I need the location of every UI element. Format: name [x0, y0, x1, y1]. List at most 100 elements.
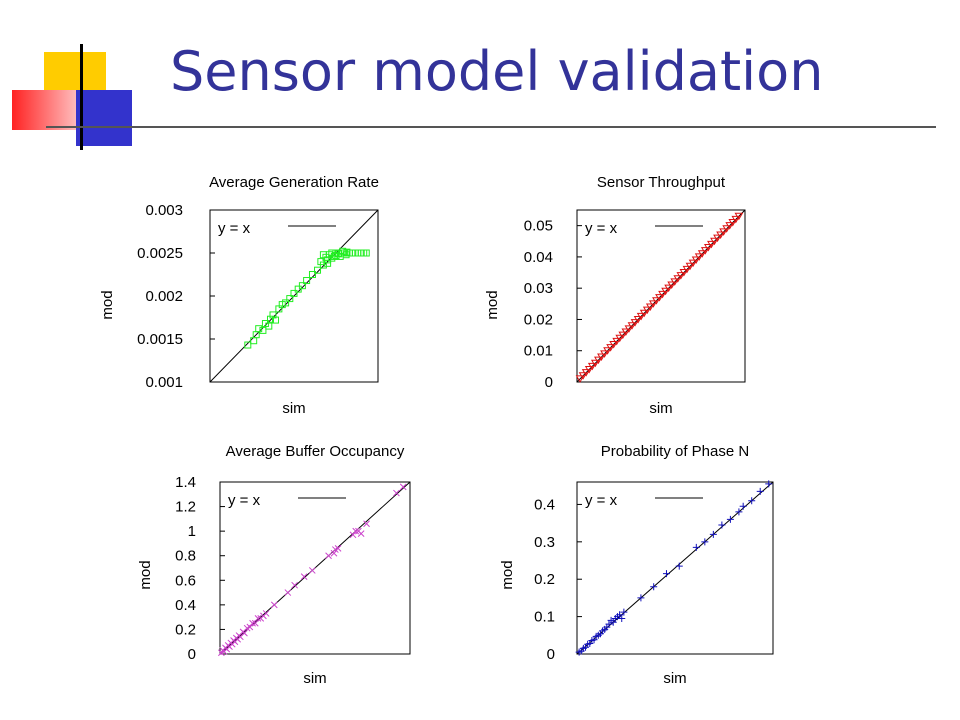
data-point — [697, 250, 707, 258]
y-tick-label: 0.4 — [534, 496, 555, 513]
chart-title: Average Generation Rate — [209, 174, 379, 191]
data-point — [291, 581, 298, 589]
data-point — [618, 331, 628, 340]
data-point — [675, 562, 683, 570]
y-tick-label: 0.05 — [524, 218, 553, 235]
data-point — [255, 325, 263, 333]
data-point — [616, 611, 624, 619]
data-point — [707, 240, 716, 249]
data-point — [756, 487, 764, 495]
data-point — [254, 615, 262, 622]
data-point — [650, 583, 658, 591]
data-point — [578, 372, 588, 380]
data-point — [265, 322, 273, 330]
data-point — [692, 543, 700, 551]
identity-line — [576, 481, 774, 655]
data-point — [685, 262, 695, 271]
data-point — [282, 299, 290, 307]
data-point — [362, 249, 370, 257]
y-tick-label: 1 — [188, 523, 196, 540]
data-point — [703, 244, 713, 252]
legend-label: y = x — [585, 492, 618, 509]
plot-frame — [576, 209, 746, 383]
data-point — [324, 259, 332, 267]
deco-red-square — [12, 90, 76, 130]
data-point — [664, 284, 674, 293]
data-point — [765, 480, 773, 488]
data-point — [284, 589, 292, 596]
x-axis-label: sim — [303, 670, 326, 687]
data-point — [251, 619, 259, 627]
data-point — [575, 375, 585, 383]
data-point — [620, 608, 628, 616]
data-point — [748, 497, 756, 505]
data-point — [734, 212, 744, 221]
data-point — [603, 347, 612, 355]
data-point — [357, 530, 365, 537]
data-point — [615, 334, 625, 343]
data-point — [710, 237, 719, 246]
data-point — [587, 362, 597, 371]
x-axis-label: sim — [663, 670, 686, 687]
y-tick-label: 0.4 — [175, 597, 196, 614]
data-point — [637, 594, 645, 602]
y-axis-label: mod — [99, 290, 116, 319]
data-point — [241, 629, 248, 637]
data-point — [670, 278, 680, 286]
data-point — [648, 300, 658, 308]
data-point — [581, 369, 591, 377]
y-tick-label: 0.02 — [524, 311, 553, 328]
data-point — [694, 253, 704, 261]
data-point — [627, 322, 637, 330]
data-point — [308, 567, 316, 574]
data-point — [303, 277, 311, 285]
slide-title: Sensor model validation — [170, 40, 824, 103]
data-point — [719, 228, 728, 236]
data-point — [308, 271, 316, 278]
data-point — [726, 515, 734, 523]
data-point — [594, 356, 603, 365]
y-tick-label: 0.003 — [145, 202, 183, 219]
y-axis-label: mod — [499, 560, 516, 589]
y-tick-label: 0.002 — [145, 288, 183, 305]
data-point — [722, 225, 732, 233]
data-point — [597, 353, 606, 361]
data-point — [290, 289, 298, 297]
y-tick-label: 0 — [547, 646, 555, 663]
data-point — [349, 531, 357, 539]
data-point — [334, 544, 342, 552]
y-axis-label: mod — [484, 290, 501, 319]
data-point — [319, 251, 327, 259]
data-point — [609, 340, 619, 349]
data-point — [679, 269, 689, 277]
y-tick-label: 1.2 — [175, 499, 196, 516]
data-point — [300, 573, 308, 580]
data-point — [713, 234, 722, 243]
data-point — [250, 337, 258, 345]
data-point — [330, 549, 338, 557]
data-point — [655, 294, 664, 302]
data-point — [624, 325, 634, 333]
y-tick-label: 0.1 — [534, 609, 555, 626]
data-point — [701, 538, 709, 546]
y-tick-label: 0.3 — [534, 534, 555, 551]
deco-blue-square — [76, 90, 132, 146]
data-point — [606, 344, 615, 352]
data-point — [739, 502, 747, 510]
data-point — [676, 272, 686, 280]
data-point — [618, 614, 626, 622]
data-point — [600, 350, 609, 358]
data-point — [709, 530, 717, 538]
data-point — [363, 520, 370, 528]
legend-label: y = x — [585, 220, 618, 237]
data-point — [673, 275, 683, 283]
data-point — [393, 489, 400, 497]
data-point — [652, 297, 661, 305]
data-point — [700, 247, 710, 255]
plot-frame — [219, 481, 411, 655]
data-point — [688, 259, 698, 268]
data-point — [584, 365, 594, 374]
chart-title: Sensor Throughput — [597, 174, 726, 191]
data-point — [325, 552, 332, 560]
y-tick-label: 0 — [188, 646, 196, 663]
